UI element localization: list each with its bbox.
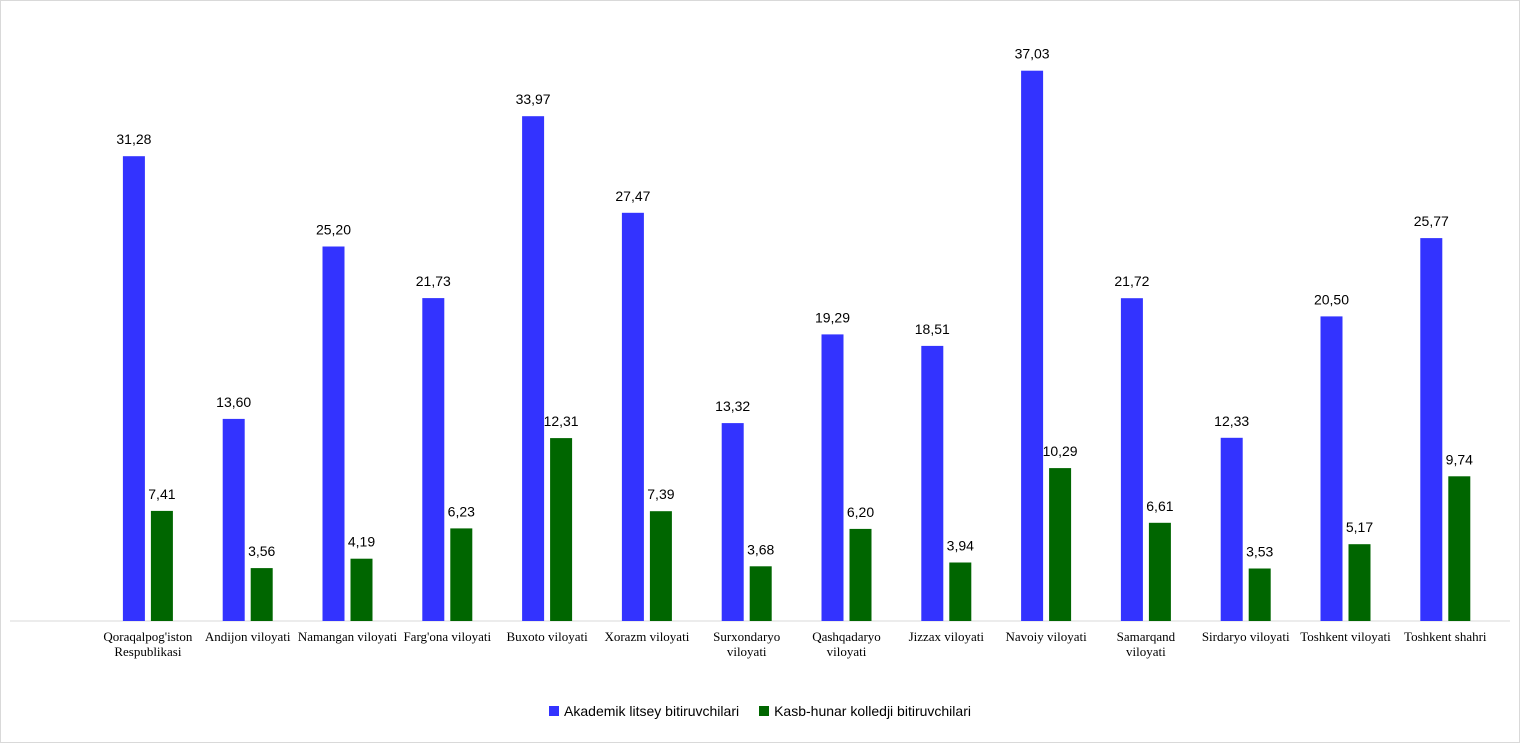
category-label-5: Buxoto viloyati (506, 629, 588, 644)
data-label-series-1-11: 21,72 (1114, 273, 1149, 289)
category-label-6: Xorazm viloyati (604, 629, 689, 644)
bar-series-1-5 (522, 116, 545, 621)
bar-series-2-7 (749, 566, 772, 621)
data-label-series-1-6: 27,47 (615, 188, 650, 204)
category-label-1: Qoraqalpog'iston Respublikasi (103, 629, 192, 659)
bar-series-2-13 (1348, 544, 1371, 621)
bar-series-2-2 (250, 568, 273, 621)
data-label-series-1-10: 37,03 (1015, 46, 1050, 62)
data-label-series-2-2: 3,56 (248, 543, 275, 559)
bar-series-1-6 (621, 212, 644, 622)
bar-series-2-12 (1248, 568, 1271, 621)
legend: Akademik litsey bitiruvchilari Kasb-huna… (0, 703, 1520, 719)
legend-label-series-1: Akademik litsey bitiruvchilari (564, 703, 740, 719)
category-label-7: Surxondaryo viloyati (713, 629, 780, 659)
category-label-13: Toshkent viloyati (1300, 629, 1391, 644)
category-label-12: Sirdaryo viloyati (1202, 629, 1290, 644)
bar-series-1-8 (821, 334, 844, 621)
bar-series-2-11 (1148, 522, 1171, 621)
data-label-series-1-9: 18,51 (915, 321, 950, 337)
bar-series-1-11 (1120, 298, 1143, 621)
data-label-series-1-12: 12,33 (1214, 413, 1249, 429)
data-label-series-2-8: 6,20 (847, 504, 874, 520)
category-label-8: Qashqadaryo viloyati (812, 629, 881, 659)
bar-series-1-7 (721, 423, 744, 621)
category-label-4: Farg'ona viloyati (403, 629, 491, 644)
category-label-10: Navoiy viloyati (1005, 629, 1087, 644)
data-label-series-2-6: 7,39 (647, 486, 674, 502)
category-label-3: Namangan viloyati (298, 629, 398, 644)
legend-item-series-1: Akademik litsey bitiruvchilari (549, 703, 739, 719)
data-label-series-2-10: 10,29 (1043, 443, 1078, 459)
data-label-series-1-4: 21,73 (416, 273, 451, 289)
bar-series-1-1 (122, 156, 145, 621)
data-label-series-2-5: 12,31 (544, 413, 579, 429)
bar-series-2-4 (450, 528, 473, 621)
category-label-14: Toshkent shahri (1404, 629, 1487, 644)
category-label-9: Jizzax viloyati (909, 629, 985, 644)
data-label-series-1-1: 31,28 (116, 131, 151, 147)
bar-series-2-1 (150, 510, 173, 621)
bar-series-2-5 (550, 438, 573, 621)
data-label-series-2-3: 4,19 (348, 534, 375, 550)
legend-swatch-series-2 (759, 706, 770, 716)
bar-series-2-9 (949, 562, 972, 621)
data-label-series-2-9: 3,94 (947, 538, 974, 554)
data-label-series-1-2: 13,60 (216, 394, 251, 410)
data-label-series-2-11: 6,61 (1146, 498, 1173, 514)
bar-series-1-9 (921, 345, 944, 621)
bar-series-1-3 (322, 246, 345, 621)
bar-series-2-14 (1448, 476, 1471, 621)
legend-label-series-2: Kasb-hunar kolledji bitiruvchilari (774, 703, 971, 719)
bar-series-2-10 (1049, 468, 1072, 621)
category-label-2: Andijon viloyati (205, 629, 291, 644)
legend-item-series-2: Kasb-hunar kolledji bitiruvchilari (759, 703, 971, 719)
category-label-11: Samarqand viloyati (1117, 629, 1176, 659)
data-label-series-2-7: 3,68 (747, 541, 774, 557)
bar-series-1-12 (1220, 437, 1243, 621)
data-label-series-1-7: 13,32 (715, 398, 750, 414)
bar-series-2-8 (849, 528, 872, 621)
bar-series-1-10 (1021, 70, 1044, 621)
data-label-series-1-8: 19,29 (815, 309, 850, 325)
data-label-series-2-12: 3,53 (1246, 544, 1273, 560)
data-label-series-2-14: 9,74 (1446, 451, 1473, 467)
bar-series-1-2 (222, 418, 245, 621)
data-label-series-1-5: 33,97 (516, 91, 551, 107)
data-label-series-1-13: 20,50 (1314, 291, 1349, 307)
data-label-series-1-3: 25,20 (316, 222, 351, 238)
bar-series-1-13 (1320, 316, 1343, 621)
legend-swatch-series-1 (549, 706, 560, 716)
bar-series-1-4 (422, 298, 445, 621)
data-label-series-2-1: 7,41 (148, 486, 175, 502)
data-label-series-2-13: 5,17 (1346, 519, 1373, 535)
bar-chart: 31,28 7,41 Qoraqalpog'iston Respublikasi 13,… (10, 46, 1510, 659)
data-label-series-2-4: 6,23 (448, 503, 475, 519)
bar-series-2-6 (649, 511, 672, 621)
data-label-series-1-14: 25,77 (1414, 213, 1449, 229)
bar-series-2-3 (350, 558, 373, 621)
bar-series-1-14 (1420, 238, 1443, 621)
